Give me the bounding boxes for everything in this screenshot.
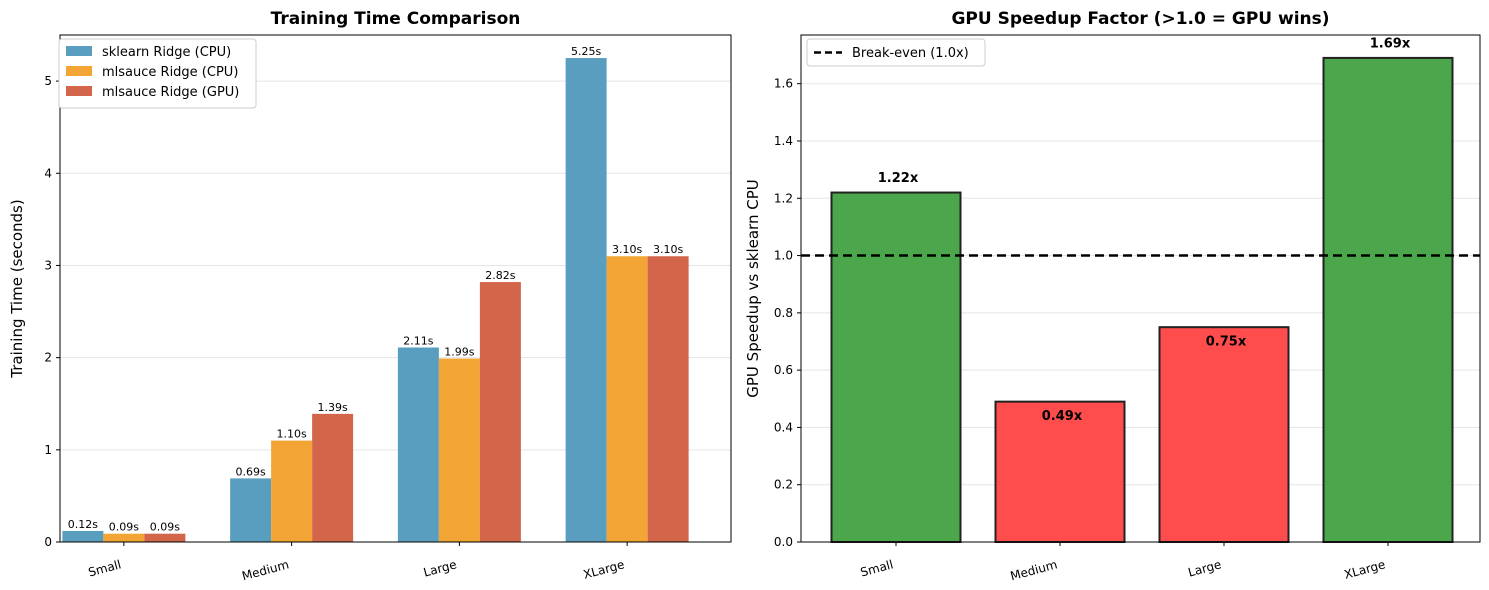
bar-value-label: 0.09s [109, 521, 139, 534]
x-tick-label: Medium [1009, 557, 1059, 583]
y-tick-label: 1 [44, 443, 52, 457]
x-tick-label: Small [87, 557, 123, 579]
training-time-chart: 0.12s 0.09s 0.09s 0.69s 1.10s 1.39s 2.11s 1.99s… [8, 9, 732, 583]
bar-value-label: 3.10s [612, 243, 642, 256]
bar-value-label: 1.39s [318, 401, 348, 414]
y-tick-label: 1.4 [774, 134, 793, 148]
x-tick-label: XLarge [1343, 557, 1387, 581]
bar [144, 533, 186, 542]
x-axis-ticks: Small Medium Large XLarge [859, 542, 1389, 583]
y-tick-label: 4 [44, 166, 52, 180]
bar-value-label: 3.10s [653, 243, 683, 256]
bar-groups: 0.12s 0.09s 0.09s 0.69s 1.10s 1.39s 2.11s 1.99s… [62, 45, 689, 542]
bar-value-label: 0.09s [150, 521, 180, 534]
bar-value-label: 2.82s [485, 269, 515, 282]
bar [1158, 326, 1290, 543]
bar [438, 358, 480, 542]
gpu-speedup-chart: 1.22x 0.49x 0.75x 1.69x 0.0 0.2 0.4 0.6 0.8 1.0 1… [744, 9, 1481, 583]
y-tick-label: 1.0 [774, 249, 793, 263]
y-tick-label: 1.2 [774, 191, 793, 205]
x-tick-label: Large [422, 557, 458, 579]
legend: sklearn Ridge (CPU) mlsauce Ridge (CPU) ml… [58, 38, 257, 109]
bar-value-label: 0.75x [1206, 334, 1247, 349]
legend-swatch [66, 66, 92, 76]
legend: Break-even (1.0x) [806, 38, 986, 67]
chart-title: Training Time Comparison [271, 9, 521, 29]
x-tick-label: Large [1187, 557, 1223, 579]
bar [62, 530, 104, 542]
bar [397, 347, 439, 542]
x-axis-ticks: Small Medium Large XLarge [87, 542, 628, 583]
y-tick-label: 5 [44, 74, 52, 88]
bar-value-label: 1.99s [444, 346, 474, 359]
bar [312, 413, 354, 542]
y-tick-label: 0.0 [774, 535, 793, 549]
y-axis-ticks: 0 1 2 3 4 5 [44, 74, 60, 549]
bar [230, 478, 272, 542]
x-tick-label: Medium [240, 557, 290, 583]
y-axis-label: GPU Speedup vs sklearn CPU [744, 179, 762, 397]
bar [606, 256, 648, 542]
plot-frame [59, 34, 732, 543]
bar [1322, 56, 1454, 543]
y-tick-label: 0.8 [774, 306, 793, 320]
bar-value-label: 2.11s [403, 334, 433, 347]
bar [647, 256, 689, 542]
y-tick-label: 0 [44, 535, 52, 549]
legend-box [806, 38, 986, 67]
legend-swatch [66, 46, 92, 56]
legend-entry-break-even: Break-even (1.0x) [852, 46, 969, 61]
y-tick-label: 1.6 [774, 77, 793, 91]
y-tick-label: 0.2 [774, 478, 793, 492]
legend-entry: mlsauce Ridge (CPU) [102, 65, 238, 80]
y-tick-label: 2 [44, 351, 52, 365]
bar-value-label: 5.25s [571, 45, 601, 58]
plot-frame [800, 34, 1481, 543]
bar [994, 400, 1126, 543]
y-axis-label: Training Time (seconds) [8, 199, 26, 378]
y-axis-ticks: 0.0 0.2 0.4 0.6 0.8 1.0 1.2 1.4 1.6 [774, 77, 801, 549]
y-tick-label: 0.4 [774, 420, 793, 434]
bar [830, 191, 962, 544]
bar [103, 533, 145, 542]
bar-value-label: 0.69s [236, 465, 266, 478]
bar-value-label: 0.49x [1042, 409, 1083, 424]
bar [565, 58, 607, 542]
legend-entry: sklearn Ridge (CPU) [102, 45, 231, 60]
x-tick-label: XLarge [582, 557, 626, 581]
legend-box [58, 38, 257, 109]
bar-value-label: 1.10s [277, 428, 307, 441]
legend-swatch [66, 86, 92, 96]
x-tick-label: Small [859, 557, 895, 579]
speedup-bars: 1.22x 0.49x 0.75x 1.69x [830, 37, 1454, 544]
bar-value-label: 1.69x [1370, 37, 1411, 52]
chart-title: GPU Speedup Factor (>1.0 = GPU wins) [951, 9, 1329, 29]
y-tick-label: 0.6 [774, 363, 793, 377]
y-tick-label: 3 [44, 258, 52, 272]
bar-value-label: 0.12s [68, 518, 98, 531]
bar [271, 440, 313, 542]
bar [479, 282, 521, 542]
bar-value-label: 1.22x [878, 171, 919, 186]
legend-entry: mlsauce Ridge (GPU) [102, 85, 239, 100]
